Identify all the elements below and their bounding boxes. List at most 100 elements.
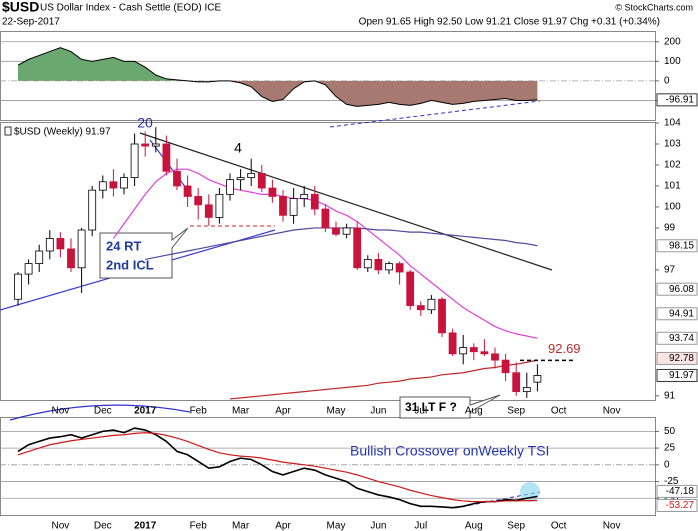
y-tick-label: 0 xyxy=(664,459,670,470)
candle-body xyxy=(130,143,139,178)
y-tick-label: -50 xyxy=(664,493,679,504)
candle-body xyxy=(109,181,118,189)
annotation: 24 RT xyxy=(106,238,141,253)
candle-body xyxy=(533,375,542,383)
y-tick-label: 91 xyxy=(664,390,676,401)
x-tick-label: Oct xyxy=(551,521,567,531)
y-tick-label: 100 xyxy=(664,56,681,67)
y-tick-label: 50 xyxy=(664,426,676,437)
y-tick-label: 99 xyxy=(664,223,676,234)
value-box-label: 93.74 xyxy=(669,333,694,344)
indicator-line xyxy=(17,432,538,503)
x-tick-label: Mar xyxy=(232,521,250,531)
credit: © StockCharts.com xyxy=(615,2,693,12)
candle-body xyxy=(522,387,531,393)
value-box xyxy=(656,498,698,512)
candle-body xyxy=(448,332,457,355)
candle-body xyxy=(236,177,245,181)
candle-body xyxy=(279,196,287,216)
candle-body xyxy=(491,353,499,361)
annotation: 4 xyxy=(234,140,242,156)
candle-body xyxy=(268,187,277,197)
trend-line xyxy=(329,100,541,128)
legend-icon xyxy=(4,126,12,136)
candle-body xyxy=(183,185,192,197)
x-tick-label: Aug xyxy=(465,521,483,531)
x-tick-label: Nov xyxy=(52,406,70,417)
candle-body xyxy=(257,172,266,189)
panel-frame xyxy=(0,31,656,121)
candle-body xyxy=(321,208,330,229)
x-tick-label: Jul xyxy=(414,406,427,417)
candle-body xyxy=(226,179,234,195)
panel-frame xyxy=(0,417,656,516)
y-tick-label: 0 xyxy=(664,76,670,87)
x-tick-label: 2017 xyxy=(134,521,157,531)
x-tick-label: Mar xyxy=(232,406,250,417)
candle-body xyxy=(141,143,150,147)
x-tick-label: Apr xyxy=(275,406,291,417)
value-box-label: -96.91 xyxy=(666,94,695,105)
candle-body xyxy=(173,170,181,187)
candle-body xyxy=(215,193,224,218)
value-box xyxy=(656,368,698,382)
date: 22-Sep-2017 xyxy=(2,17,60,28)
value-box-label: 94.91 xyxy=(669,308,694,319)
candle-body xyxy=(385,263,393,271)
symbol: $USD xyxy=(2,0,39,15)
candle-body xyxy=(406,271,415,306)
indicator-line xyxy=(17,47,538,107)
x-tick-label: Jun xyxy=(370,406,386,417)
quote: Open 91.65 High 92.50 Low 91.21 Close 91… xyxy=(359,17,660,28)
candle-body xyxy=(512,372,521,393)
candle-body xyxy=(480,351,489,355)
candle-body xyxy=(289,198,298,216)
candle-body xyxy=(77,229,86,269)
instrument-name: US Dollar Index - Cash Settle (EOD) ICE xyxy=(40,3,221,14)
x-tick-label: Feb xyxy=(190,406,208,417)
candle-body xyxy=(395,263,404,273)
value-box-label: 91.97 xyxy=(669,370,694,381)
value-box-label: 98.15 xyxy=(669,240,694,251)
candle-body xyxy=(342,227,351,235)
candle-body xyxy=(332,227,340,235)
moving-average xyxy=(145,227,538,260)
candle-body xyxy=(14,273,22,300)
value-box-label: -53.27 xyxy=(666,500,695,511)
moving-average xyxy=(229,359,538,400)
annotation: 31 LT F ? xyxy=(405,400,457,414)
candle-body xyxy=(353,227,362,269)
candle-body xyxy=(204,204,213,218)
y-tick-label: 200 xyxy=(664,36,681,47)
legend: $USD (Weekly) 91.97 xyxy=(14,127,111,138)
candle-body xyxy=(310,193,319,210)
x-tick-label: Jul xyxy=(414,521,427,531)
y-tick-label: 104 xyxy=(664,118,681,129)
value-box xyxy=(656,282,698,296)
value-box xyxy=(656,331,698,345)
value-box xyxy=(656,307,698,321)
value-box-label: 92.78 xyxy=(669,353,694,364)
candle-body xyxy=(194,196,203,206)
callout xyxy=(399,394,501,419)
y-tick-label: -25 xyxy=(664,476,679,487)
x-tick-label: 2017 xyxy=(134,406,157,417)
x-tick-label: Oct xyxy=(551,406,567,417)
candle-body xyxy=(363,259,372,269)
x-tick-label: Nov xyxy=(603,521,621,531)
trend-line xyxy=(139,132,553,271)
candle-body xyxy=(120,177,128,189)
candle-body xyxy=(459,347,468,355)
panel-frame xyxy=(0,122,656,401)
x-tick-label: Dec xyxy=(94,521,112,531)
candle-body xyxy=(438,298,446,334)
candle-body xyxy=(469,347,478,353)
x-tick-label: May xyxy=(327,406,346,417)
x-tick-label: Apr xyxy=(275,521,291,531)
x-tick-label: May xyxy=(327,521,346,531)
level-label: 92.69 xyxy=(548,341,581,356)
value-box xyxy=(656,239,698,253)
candle-body xyxy=(300,193,309,199)
value-box xyxy=(656,93,698,107)
